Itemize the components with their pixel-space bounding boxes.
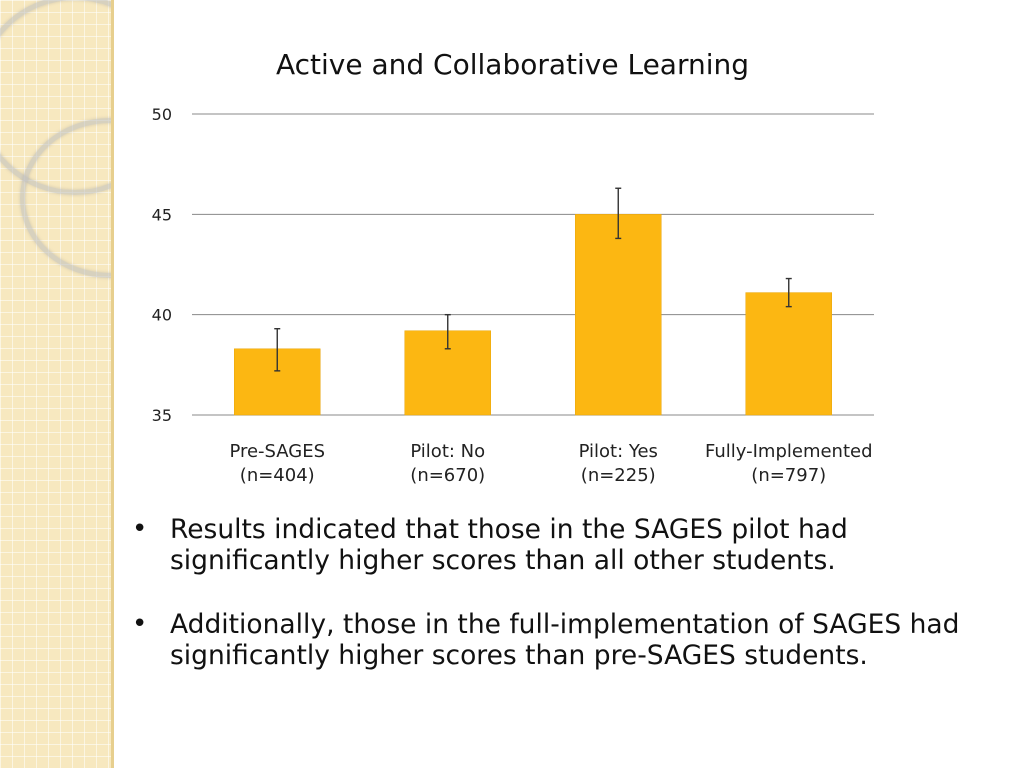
x-tick-label: (n=797): [751, 465, 826, 486]
y-tick-label: 40: [152, 306, 172, 325]
y-tick-label: 45: [152, 205, 172, 224]
chart-container: Active and Collaborative Learning 35 40 45…: [130, 40, 910, 500]
bar: [575, 214, 662, 416]
chart-title: Active and Collaborative Learning: [275, 48, 750, 81]
y-tick-label: 50: [152, 105, 172, 124]
x-tick-label: (n=225): [581, 465, 656, 486]
y-tick-label: 35: [152, 406, 172, 425]
bullet-item: • Additionally, those in the full-implem…: [128, 609, 1008, 671]
decorative-side-strip: [0, 0, 114, 768]
x-tick-label: (n=404): [240, 465, 315, 486]
bullet-list: • Results indicated that those in the SA…: [128, 514, 1008, 704]
bullet-text: Additionally, those in the full-implemen…: [170, 609, 960, 671]
bullet-dot: •: [132, 609, 148, 639]
x-tick-label: Fully-Implemented: [705, 441, 873, 462]
strip-edge: [111, 0, 114, 768]
bar: [745, 292, 832, 416]
x-tick-label: Pilot: No: [410, 441, 485, 462]
x-tick-label: Pilot: Yes: [579, 441, 658, 462]
x-tick-label: Pre-SAGES: [229, 441, 325, 462]
x-tick-label: (n=670): [410, 465, 485, 486]
bullet-text: Results indicated that those in the SAGE…: [170, 514, 848, 576]
bar-chart: 35 40 45 50 Pre-SAGES (n=404) Pilot: No (n=670)…: [152, 105, 874, 486]
bullet-item: • Results indicated that those in the SA…: [128, 514, 1008, 576]
bullet-dot: •: [132, 514, 148, 544]
